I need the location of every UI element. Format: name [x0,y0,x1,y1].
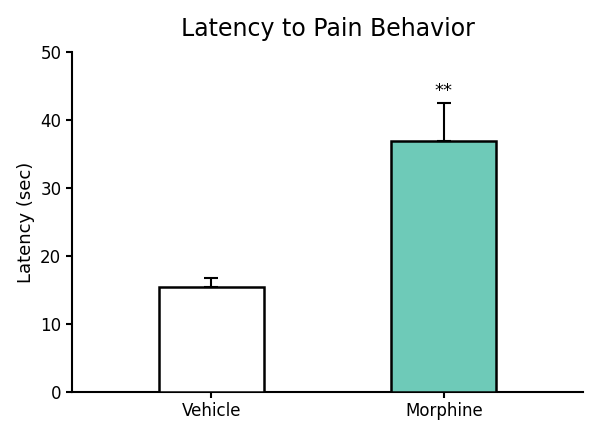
Bar [159,287,263,392]
Title: Latency to Pain Behavior: Latency to Pain Behavior [181,17,475,41]
Y-axis label: Latency (sec): Latency (sec) [17,162,35,283]
Text: **: ** [435,82,453,100]
Bar [391,141,496,392]
